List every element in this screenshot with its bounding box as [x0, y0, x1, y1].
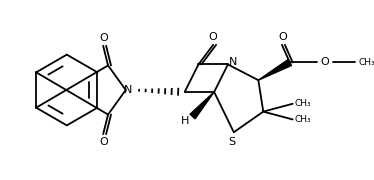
Text: H: H [181, 116, 189, 126]
Text: CH₃: CH₃ [294, 99, 311, 108]
Text: N: N [123, 85, 132, 95]
Polygon shape [258, 60, 291, 80]
Text: O: O [100, 33, 108, 43]
Text: N: N [229, 57, 237, 68]
Text: O: O [279, 32, 287, 42]
Text: O: O [209, 32, 218, 42]
Text: CH₃: CH₃ [358, 58, 374, 67]
Text: CH₃: CH₃ [294, 115, 311, 124]
Text: S: S [228, 137, 235, 147]
Polygon shape [190, 92, 214, 119]
Text: O: O [100, 137, 108, 147]
Text: O: O [321, 57, 329, 68]
